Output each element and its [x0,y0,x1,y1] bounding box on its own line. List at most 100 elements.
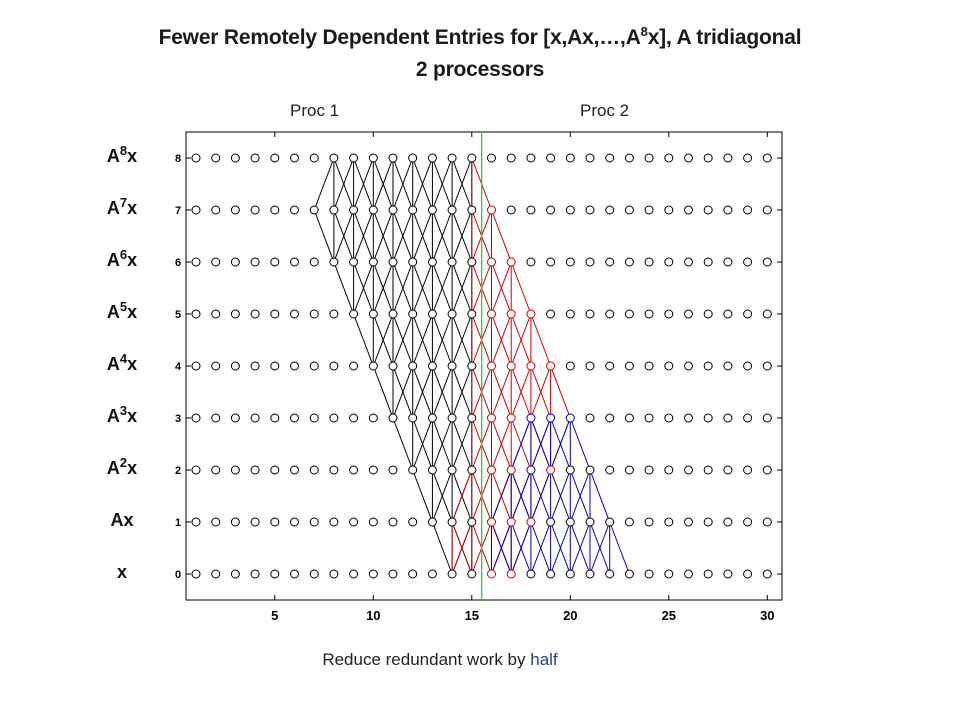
vector-entry-node [290,465,299,475]
vector-entry-node [467,205,477,215]
dependency-edge-black [451,313,473,367]
vector-entry-node [427,309,437,319]
row-label-tail: x [127,250,138,270]
vector-entry-node [211,205,221,215]
vector-entry-node [191,153,201,163]
vector-entry-node [487,153,496,163]
dependency-edge-black [392,157,414,211]
dependency-edge-red [491,209,512,263]
vector-entry-node [506,517,516,527]
caption: Reduce redundant work by half [0,650,880,670]
y-tick-label: 4 [175,361,182,373]
vector-entry-node [349,205,359,215]
vector-entry-node [605,569,615,579]
slide-title: Fewer Remotely Dependent Entries for [x,… [0,24,960,50]
vector-entry-node [467,517,477,527]
dependency-edge-black [353,313,374,367]
row-label-level-4: A4x [97,352,147,375]
x-tick-label: 10 [366,608,380,623]
dependency-edge-red [510,261,532,315]
dependency-edge-black [392,365,414,419]
vector-entry-node [309,413,319,423]
row-label-base: A [106,250,120,270]
row-label-level-2: A2x [97,455,147,479]
dependency-edge-red [530,365,552,419]
vector-entry-node [644,569,654,579]
vector-entry-node [408,465,418,475]
vector-entry-node [467,153,477,163]
row-label-tail: x [127,458,138,478]
row-label-power: 2 [119,455,128,470]
row-label-base: A [106,354,120,374]
dependency-edge-black [412,261,433,315]
vector-entry-node [427,361,437,371]
vector-entry-node [526,413,536,423]
dependency-edge-red [491,261,512,315]
dependency-edge-red [530,313,552,367]
vector-entry-node [624,205,634,215]
vector-entry-node [506,569,516,579]
row-label-base: x [116,562,127,582]
vector-entry-node [290,257,299,267]
vector-entry-node [230,257,240,267]
vector-entry-node [487,205,496,215]
vector-entry-node [684,257,693,267]
vector-entry-node [191,257,201,267]
row-label-tail: x [127,406,138,426]
vector-entry-node [565,361,575,371]
vector-entry-node [684,517,693,527]
vector-entry-node [368,257,378,267]
vector-entry-node [684,465,693,475]
vector-entry-node [388,413,398,423]
vector-entry-node [250,517,260,527]
vector-entry-node [506,153,516,163]
vector-entry-node [211,257,221,267]
vector-entry-node [447,413,457,423]
row-label-tail: x [127,354,138,374]
vector-entry-node [703,569,713,579]
dependency-edge-black [412,209,433,263]
vector-entry-node [447,153,457,163]
vector-entry-node [309,517,319,527]
row-label-level-0: x [97,562,147,583]
row-label-base: A [106,406,120,426]
vector-entry-node [309,309,319,319]
vector-entry-node [743,205,753,215]
vector-entry-node [211,361,221,371]
title-suffix: x], A tridiagonal [647,26,802,49]
vector-entry-node [290,517,299,527]
vector-entry-node [565,517,575,527]
vector-entry-node [368,465,378,475]
y-tick-label: 1 [175,517,181,529]
vector-entry-node [605,257,615,267]
vector-entry-node [467,569,477,579]
vector-entry-node [644,517,654,527]
title-power: 8 [640,24,648,39]
vector-entry-node [309,465,319,475]
vector-entry-node [388,569,398,579]
vector-entry-node [605,413,615,423]
vector-entry-node [368,413,378,423]
vector-entry-node [664,517,674,527]
dependency-edge-blue [510,417,532,471]
vector-entry-node [585,517,595,527]
dependency-edge-blue [550,417,571,471]
proc-1-label: Proc 1 [290,101,340,120]
vector-entry-node [546,153,556,163]
vector-entry-node [368,361,378,371]
vector-entry-node [585,413,595,423]
vector-entry-node [506,257,516,267]
dependency-edge-black [392,313,414,367]
dependency-edge-black [372,157,394,211]
y-tick-label: 8 [175,153,181,165]
vector-entry-node [467,257,477,267]
y-tick-label: 5 [175,309,181,321]
dependency-edge-black [431,469,453,523]
vector-entry-node [762,309,772,319]
vector-entry-node [329,309,339,319]
vector-entry-node [743,153,753,163]
dependency-edge-black [392,417,414,471]
dependency-edge-black [392,209,414,263]
dependency-edge-blue [491,469,512,523]
vector-entry-node [624,257,634,267]
